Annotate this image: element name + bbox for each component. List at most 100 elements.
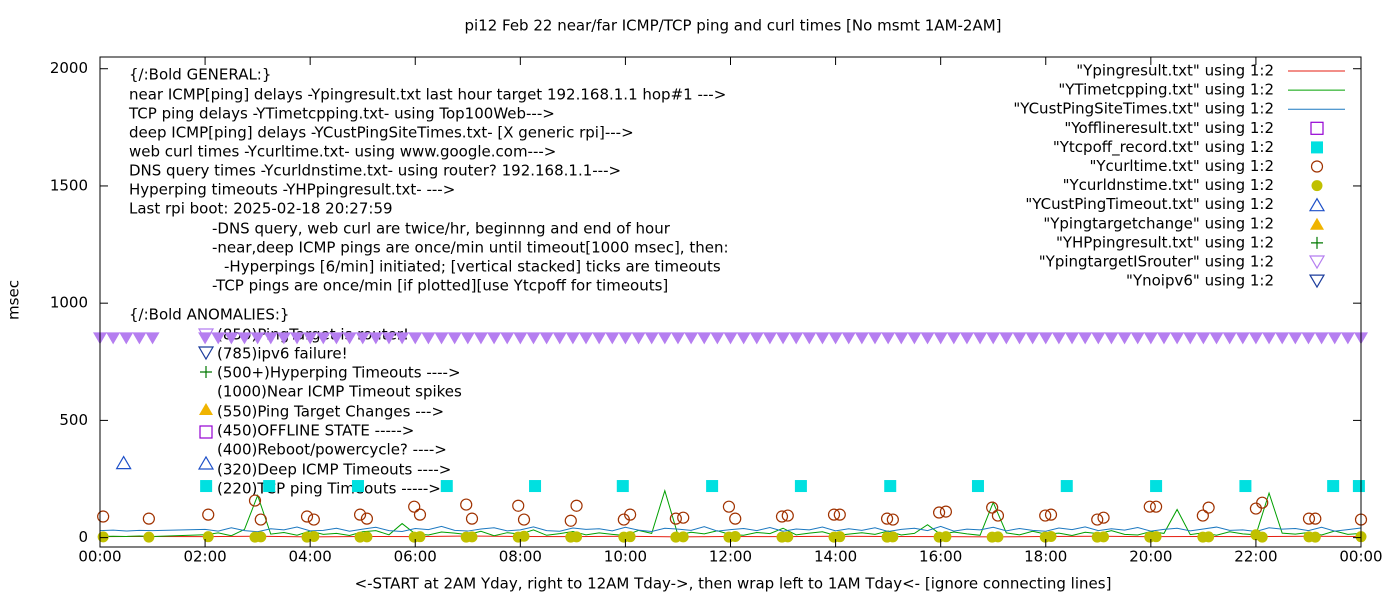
annotation: deep ICMP[ping] delays -YCustPingSiteTim… (129, 124, 634, 142)
marker-triangle-down (1143, 332, 1158, 345)
marker-triangle-down (1183, 332, 1198, 345)
marker-triangle-down (434, 332, 449, 345)
marker-triangle-down (539, 332, 554, 345)
marker-circle (1310, 160, 1324, 173)
marker-square (1352, 480, 1365, 493)
annotation: -Hyperpings [6/min] initiated; [vertical… (224, 258, 721, 276)
marker-circle (97, 531, 109, 543)
marker-circle (571, 531, 583, 543)
marker-triangle-down (1091, 332, 1106, 345)
marker-triangle-down (250, 332, 265, 345)
marker-triangle-down (1222, 332, 1237, 345)
marker-triangle-down (1196, 332, 1211, 345)
marker-triangle-down (368, 332, 383, 345)
marker-circle (570, 499, 583, 512)
marker-plus (1311, 236, 1323, 249)
marker-triangle-down (487, 332, 502, 345)
marker-square (706, 480, 719, 493)
marker-triangle-down (749, 332, 764, 345)
marker-circle (512, 499, 525, 512)
marker-triangle-down (145, 332, 160, 345)
legend-label: "Ypingresult.txt" using 1:2 (1076, 62, 1274, 80)
y-tick-label: 2000 (50, 59, 88, 77)
x-tick-label: 12:00 (709, 548, 752, 566)
x-tick-label: 16:00 (919, 548, 962, 566)
legend-label: "Ypingtargetchange" using 1:2 (1043, 214, 1274, 232)
marker-triangle-down (211, 332, 226, 345)
x-tick-label: 14:00 (814, 548, 857, 566)
icon (199, 403, 213, 415)
annotation: {/:Bold GENERAL:} (129, 66, 271, 84)
marker-circle (143, 531, 155, 543)
marker-triangle-down (1130, 332, 1145, 345)
marker-triangle-down (1275, 332, 1290, 345)
marker-triangle-down (1170, 332, 1185, 345)
annotation: Last rpi boot: 2025-02-18 20:27:59 (129, 200, 393, 218)
marker-square (529, 480, 542, 493)
y-tick-label: 500 (59, 411, 88, 429)
marker-triangle-down (1308, 274, 1326, 289)
marker-circle (300, 510, 314, 523)
marker-circle (1091, 513, 1104, 526)
marker-circle (677, 531, 689, 543)
legend-label: "Ycurldnstime.txt" using 1:2 (1063, 176, 1274, 194)
marker-triangle-down (198, 332, 213, 345)
marker-triangle-down (1051, 332, 1066, 345)
marker-triangle-down (1301, 332, 1316, 345)
marker-triangle-down (565, 332, 580, 345)
marker-circle (729, 512, 742, 525)
legend: "Ypingresult.txt" using 1:2"YTimetcpping… (1013, 62, 1345, 290)
marker-triangle-down (920, 332, 935, 345)
legend-label: "Ycurltime.txt" using 1:2 (1089, 157, 1274, 175)
marker-triangle (1308, 197, 1326, 212)
marker-circle (1256, 531, 1268, 543)
marker-triangle-down (618, 332, 633, 345)
marker-circle (775, 510, 789, 523)
marker-triangle-down (421, 332, 436, 345)
marker-triangle-down (723, 332, 738, 345)
marker-square (1310, 121, 1324, 135)
x-tick-label: 08:00 (499, 548, 542, 566)
marker-square (884, 480, 897, 493)
marker-circle (880, 512, 894, 525)
x-tick-label: 06:00 (394, 548, 437, 566)
marker-triangle-down (132, 332, 147, 345)
marker-circle (564, 514, 577, 527)
marker-square (1060, 480, 1073, 493)
x-tick-label: 00:00 (78, 548, 121, 566)
marker-triangle-down (1156, 332, 1171, 345)
annotation: (550)Ping Target Changes ---> (217, 403, 444, 421)
marker-square (200, 480, 213, 493)
marker-triangle-down (460, 332, 475, 345)
marker-square (263, 480, 276, 493)
marker-triangle-down (736, 332, 751, 345)
annotation: near ICMP[ping] delays -Ypingresult.txt … (129, 86, 726, 104)
marker-circle (1044, 508, 1058, 521)
marker-circle (1202, 501, 1215, 514)
marker-square (1150, 480, 1163, 493)
legend-label: "Ynoipv6" using 1:2 (1126, 272, 1274, 290)
marker-circle (677, 511, 690, 524)
marker-circle (827, 508, 841, 521)
x-axis-label: <-START at 2AM Yday, right to 12AM Tday-… (355, 575, 1112, 593)
marker-triangle-down (106, 332, 121, 345)
annotation-icons (197, 328, 215, 470)
marker-square (1327, 480, 1340, 493)
marker-triangle-down (355, 332, 370, 345)
marker-triangle-down (789, 332, 804, 345)
marker-triangle-down (1288, 332, 1303, 345)
marker-square (616, 480, 629, 493)
icon (197, 346, 215, 361)
marker-circle (1143, 500, 1156, 513)
marker-circle (939, 505, 953, 518)
marker-circle (408, 500, 421, 513)
marker-circle (1302, 512, 1316, 525)
marker-square (794, 480, 807, 493)
marker-circle (833, 508, 846, 521)
marker-circle (1203, 531, 1215, 543)
annotation: Hyperping timeouts -YHPpingresult.txt- -… (129, 181, 455, 199)
marker-triangle-down (381, 332, 396, 345)
marker-triangle-down (1209, 332, 1224, 345)
